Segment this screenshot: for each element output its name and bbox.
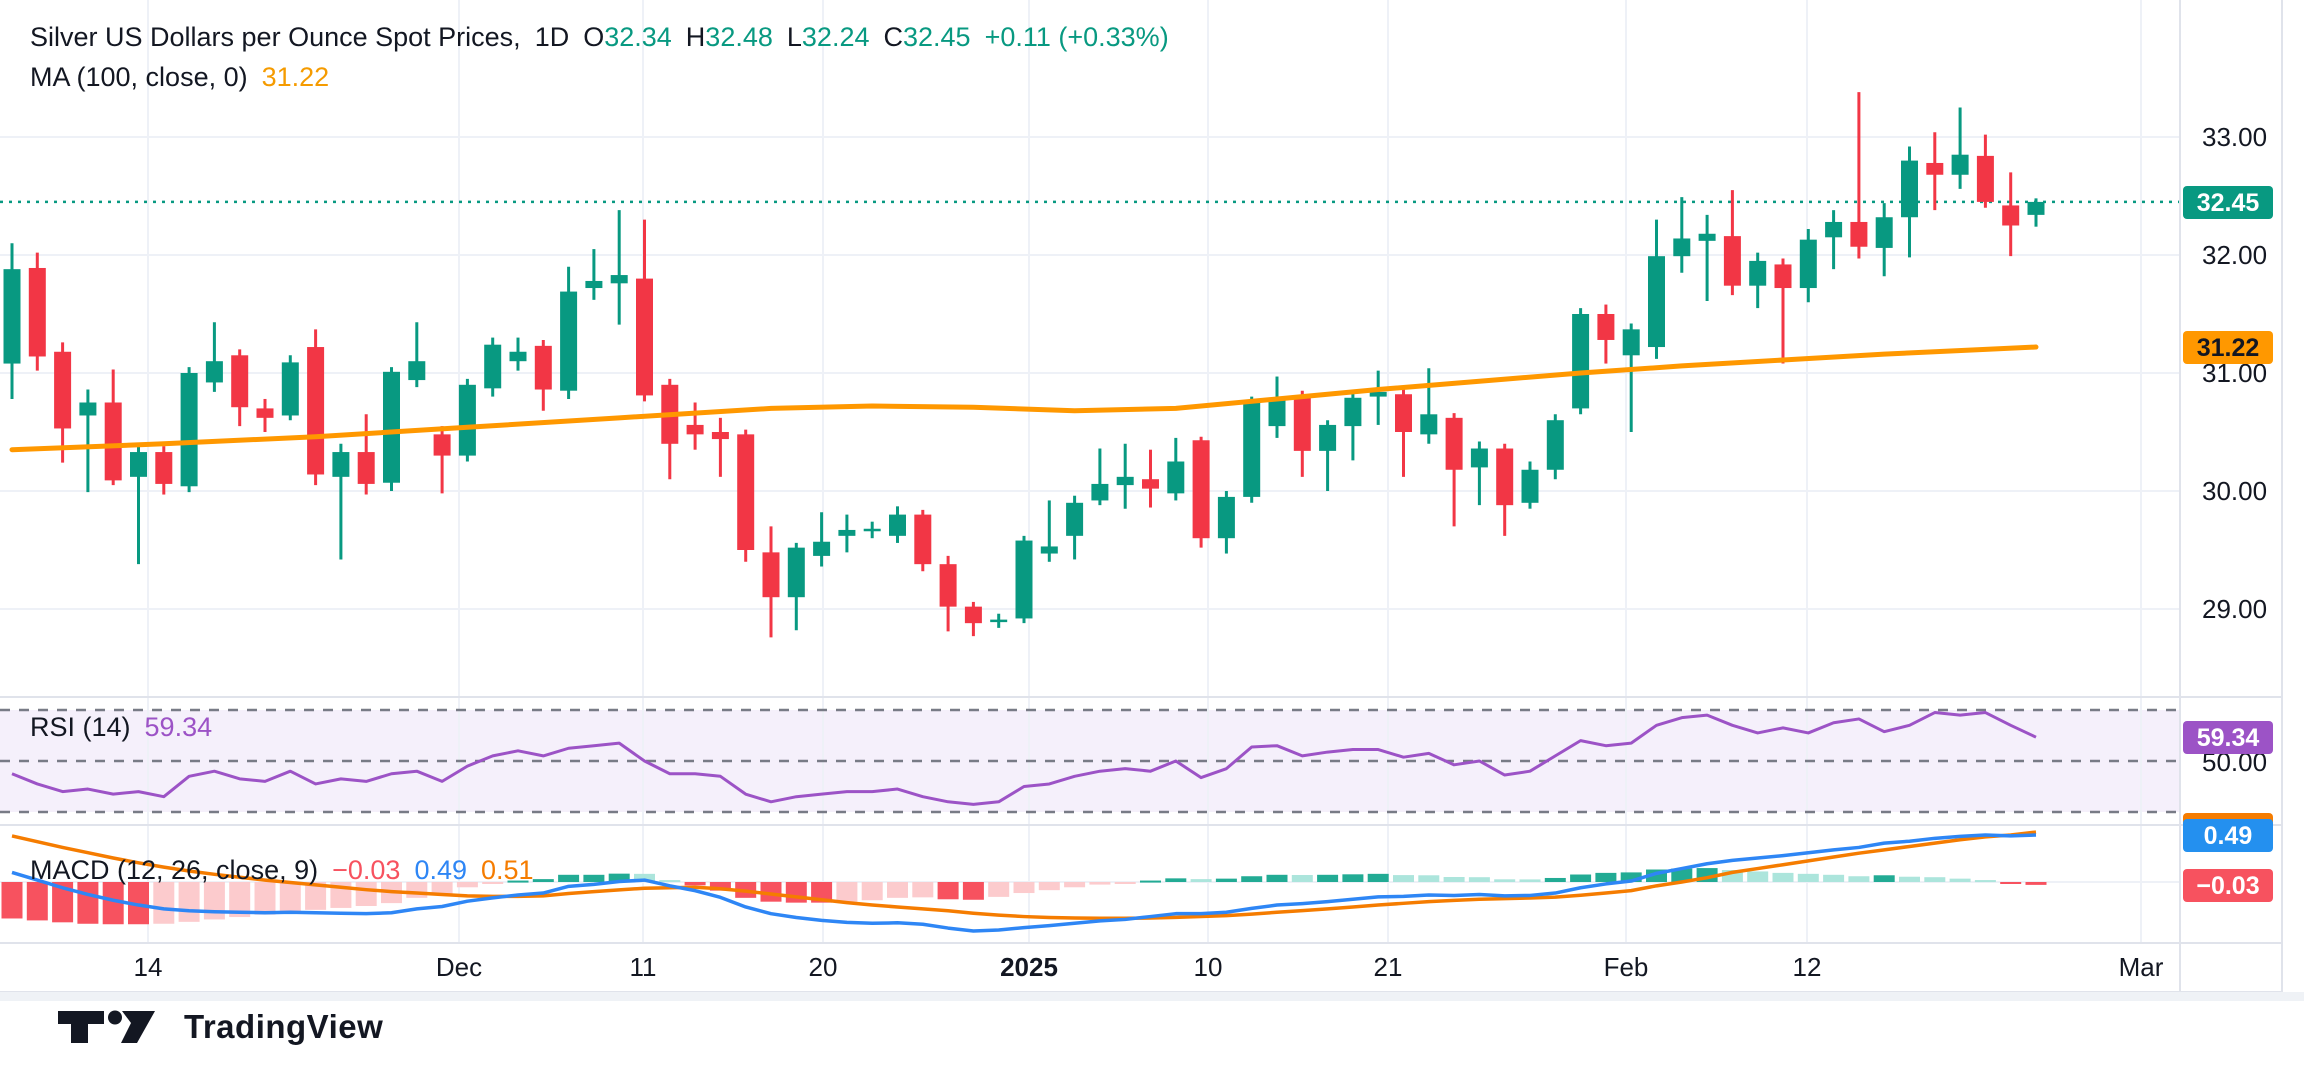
bottom-strip: [0, 992, 2304, 1001]
ma-study-label: MA (100, close, 0): [30, 62, 248, 92]
macd-signal-value: 0.51: [481, 855, 534, 885]
macd-label: MACD (12, 26, close, 9): [30, 855, 319, 885]
time-tick-label: Mar: [2118, 952, 2164, 982]
macd-hist-badge: −0.03: [2183, 868, 2273, 902]
ohlc-open-letter: O: [583, 22, 605, 52]
tradingview-logo-icon: [58, 1010, 155, 1043]
ma-study-value: 31.22: [261, 62, 330, 92]
rsi-value-badge: 59.34: [2183, 721, 2273, 755]
ohlc-high-value: 32.48: [705, 22, 773, 52]
symbol-title: Silver US Dollars per Ounce Spot Prices,: [30, 22, 521, 52]
last-price-badge: 32.45: [2183, 185, 2273, 219]
change-value: +0.11 (+0.33%): [984, 22, 1169, 52]
time-tick-label: 21: [1373, 952, 1403, 982]
time-tick-label: 20: [808, 952, 838, 982]
price-tick-label: 33.00: [2202, 122, 2268, 152]
price-tick-label: 29.00: [2202, 594, 2268, 624]
ma-study-legend[interactable]: MA (100, close, 0) 31.22: [30, 62, 329, 93]
ohlc-open-value: 32.34: [604, 22, 672, 52]
macd-line-value: 0.49: [414, 855, 467, 885]
macd-legend[interactable]: MACD (12, 26, close, 9) −0.03 0.49 0.51: [30, 855, 534, 886]
ohlc-high-letter: H: [685, 22, 706, 52]
time-tick-label: Feb: [1603, 952, 1649, 982]
ohlc-low-letter: L: [786, 22, 802, 52]
time-tick-label: 2025: [1000, 952, 1058, 982]
symbol-legend[interactable]: Silver US Dollars per Ounce Spot Prices,…: [30, 22, 1169, 53]
tradingview-attribution[interactable]: TradingView: [58, 1008, 383, 1046]
price-tick-label: 30.00: [2202, 476, 2268, 506]
time-tick-label: 12: [1792, 952, 1822, 982]
rsi-value: 59.34: [144, 712, 213, 742]
rsi-label: RSI (14): [30, 712, 131, 742]
ma-price-badge: 31.22: [2183, 331, 2273, 365]
timeframe-label: 1D: [534, 22, 570, 52]
time-tick-label: 14: [133, 952, 163, 982]
chart-canvas[interactable]: [0, 0, 2304, 992]
ohlc-close-letter: C: [883, 22, 903, 52]
ohlc-low-value: 32.24: [801, 22, 870, 52]
rsi-legend[interactable]: RSI (14) 59.34: [30, 712, 212, 743]
ohlc-close-value: 32.45: [902, 22, 971, 52]
tradingview-wordmark: TradingView: [184, 1008, 384, 1045]
macd-value-badge: 0.49: [2183, 818, 2273, 852]
macd-hist-value: −0.03: [332, 855, 401, 885]
time-tick-label: Dec: [435, 952, 483, 982]
time-tick-label: 10: [1193, 952, 1223, 982]
price-tick-label: 32.00: [2202, 240, 2268, 270]
time-tick-label: 11: [629, 952, 657, 982]
